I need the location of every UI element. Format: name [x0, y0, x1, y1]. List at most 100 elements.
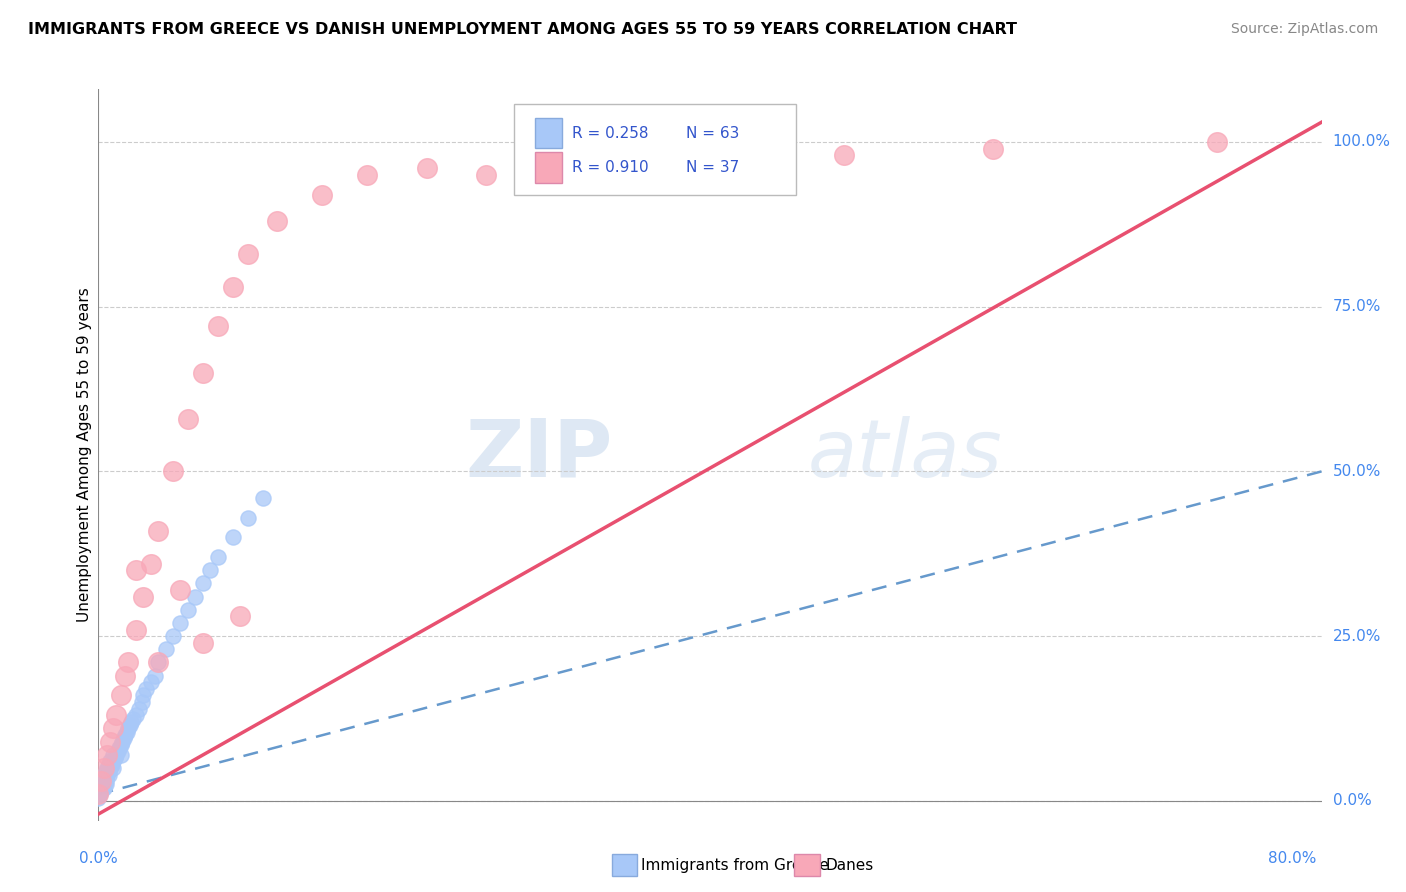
Point	[207, 550, 229, 565]
Point	[132, 590, 155, 604]
Point	[89, 777, 111, 791]
Point	[184, 590, 207, 604]
Point	[125, 563, 148, 577]
Point	[207, 319, 229, 334]
Text: 100.0%: 100.0%	[1333, 135, 1391, 150]
Text: atlas: atlas	[808, 416, 1002, 494]
Point	[191, 636, 214, 650]
Point	[177, 411, 200, 425]
Point	[98, 761, 121, 775]
Point	[114, 728, 136, 742]
Text: 0.0%: 0.0%	[1333, 793, 1371, 808]
Text: R = 0.258: R = 0.258	[572, 126, 648, 141]
Text: R = 0.910: R = 0.910	[572, 160, 648, 175]
Point	[91, 780, 114, 795]
Text: IMMIGRANTS FROM GREECE VS DANISH UNEMPLOYMENT AMONG AGES 55 TO 59 YEARS CORRELAT: IMMIGRANTS FROM GREECE VS DANISH UNEMPLO…	[28, 22, 1017, 37]
Point	[1206, 135, 1229, 149]
Point	[143, 668, 166, 682]
Point	[97, 757, 120, 772]
Point	[87, 780, 110, 795]
Point	[87, 787, 110, 801]
Point	[96, 747, 118, 762]
Text: N = 37: N = 37	[686, 160, 738, 175]
Point	[534, 161, 557, 176]
Point	[356, 168, 378, 182]
Point	[155, 642, 177, 657]
Point	[135, 681, 157, 696]
Point	[98, 734, 121, 748]
Point	[983, 141, 1005, 155]
Y-axis label: Unemployment Among Ages 55 to 59 years: Unemployment Among Ages 55 to 59 years	[77, 287, 91, 623]
Point	[110, 689, 132, 703]
Point	[162, 464, 184, 478]
Point	[128, 701, 150, 715]
Point	[93, 767, 115, 781]
Point	[110, 747, 132, 762]
Point	[609, 154, 631, 169]
Point	[90, 774, 112, 789]
Point	[97, 767, 120, 781]
Point	[121, 711, 143, 725]
Text: 80.0%: 80.0%	[1268, 851, 1316, 866]
Point	[93, 774, 115, 789]
Point	[107, 744, 129, 758]
Point	[236, 247, 259, 261]
Point	[103, 747, 125, 762]
Point	[103, 755, 125, 769]
Point	[139, 675, 162, 690]
Point	[118, 718, 141, 732]
Point	[415, 161, 437, 176]
Point	[96, 767, 118, 781]
Point	[221, 280, 243, 294]
Point	[91, 771, 114, 785]
Point	[266, 214, 288, 228]
Point	[114, 668, 136, 682]
Point	[87, 787, 110, 801]
Point	[117, 722, 139, 736]
Point	[221, 530, 243, 544]
Point	[89, 784, 111, 798]
Point	[131, 695, 153, 709]
Text: Source: ZipAtlas.com: Source: ZipAtlas.com	[1230, 22, 1378, 37]
Point	[125, 623, 148, 637]
Point	[94, 774, 117, 789]
Text: N = 63: N = 63	[686, 126, 740, 141]
Point	[87, 790, 110, 805]
Text: 75.0%: 75.0%	[1333, 299, 1381, 314]
Point	[112, 731, 135, 746]
Point	[97, 764, 120, 779]
Point	[832, 148, 855, 162]
FancyBboxPatch shape	[515, 103, 796, 195]
Point	[94, 777, 117, 791]
Point	[146, 524, 169, 538]
Text: 0.0%: 0.0%	[79, 851, 118, 866]
Point	[104, 751, 127, 765]
Text: Danes: Danes	[825, 858, 873, 872]
Point	[252, 491, 274, 505]
Point	[89, 787, 111, 801]
Point	[93, 761, 115, 775]
Point	[191, 576, 214, 591]
Point	[90, 774, 112, 789]
Point	[200, 563, 222, 577]
Bar	[536, 118, 562, 148]
Point	[103, 722, 125, 736]
Point	[229, 609, 252, 624]
Point	[132, 689, 155, 703]
Point	[105, 708, 128, 723]
Point	[311, 187, 333, 202]
Point	[94, 771, 117, 785]
Point	[105, 747, 128, 762]
Point	[117, 656, 139, 670]
Text: ZIP: ZIP	[465, 416, 612, 494]
Point	[162, 629, 184, 643]
Text: 50.0%: 50.0%	[1333, 464, 1381, 479]
Point	[191, 366, 214, 380]
Point	[108, 741, 131, 756]
Text: 25.0%: 25.0%	[1333, 629, 1381, 644]
Text: Immigrants from Greece: Immigrants from Greece	[641, 858, 830, 872]
Point	[90, 780, 112, 795]
Point	[94, 764, 117, 779]
Point	[103, 761, 125, 775]
Point	[120, 714, 142, 729]
